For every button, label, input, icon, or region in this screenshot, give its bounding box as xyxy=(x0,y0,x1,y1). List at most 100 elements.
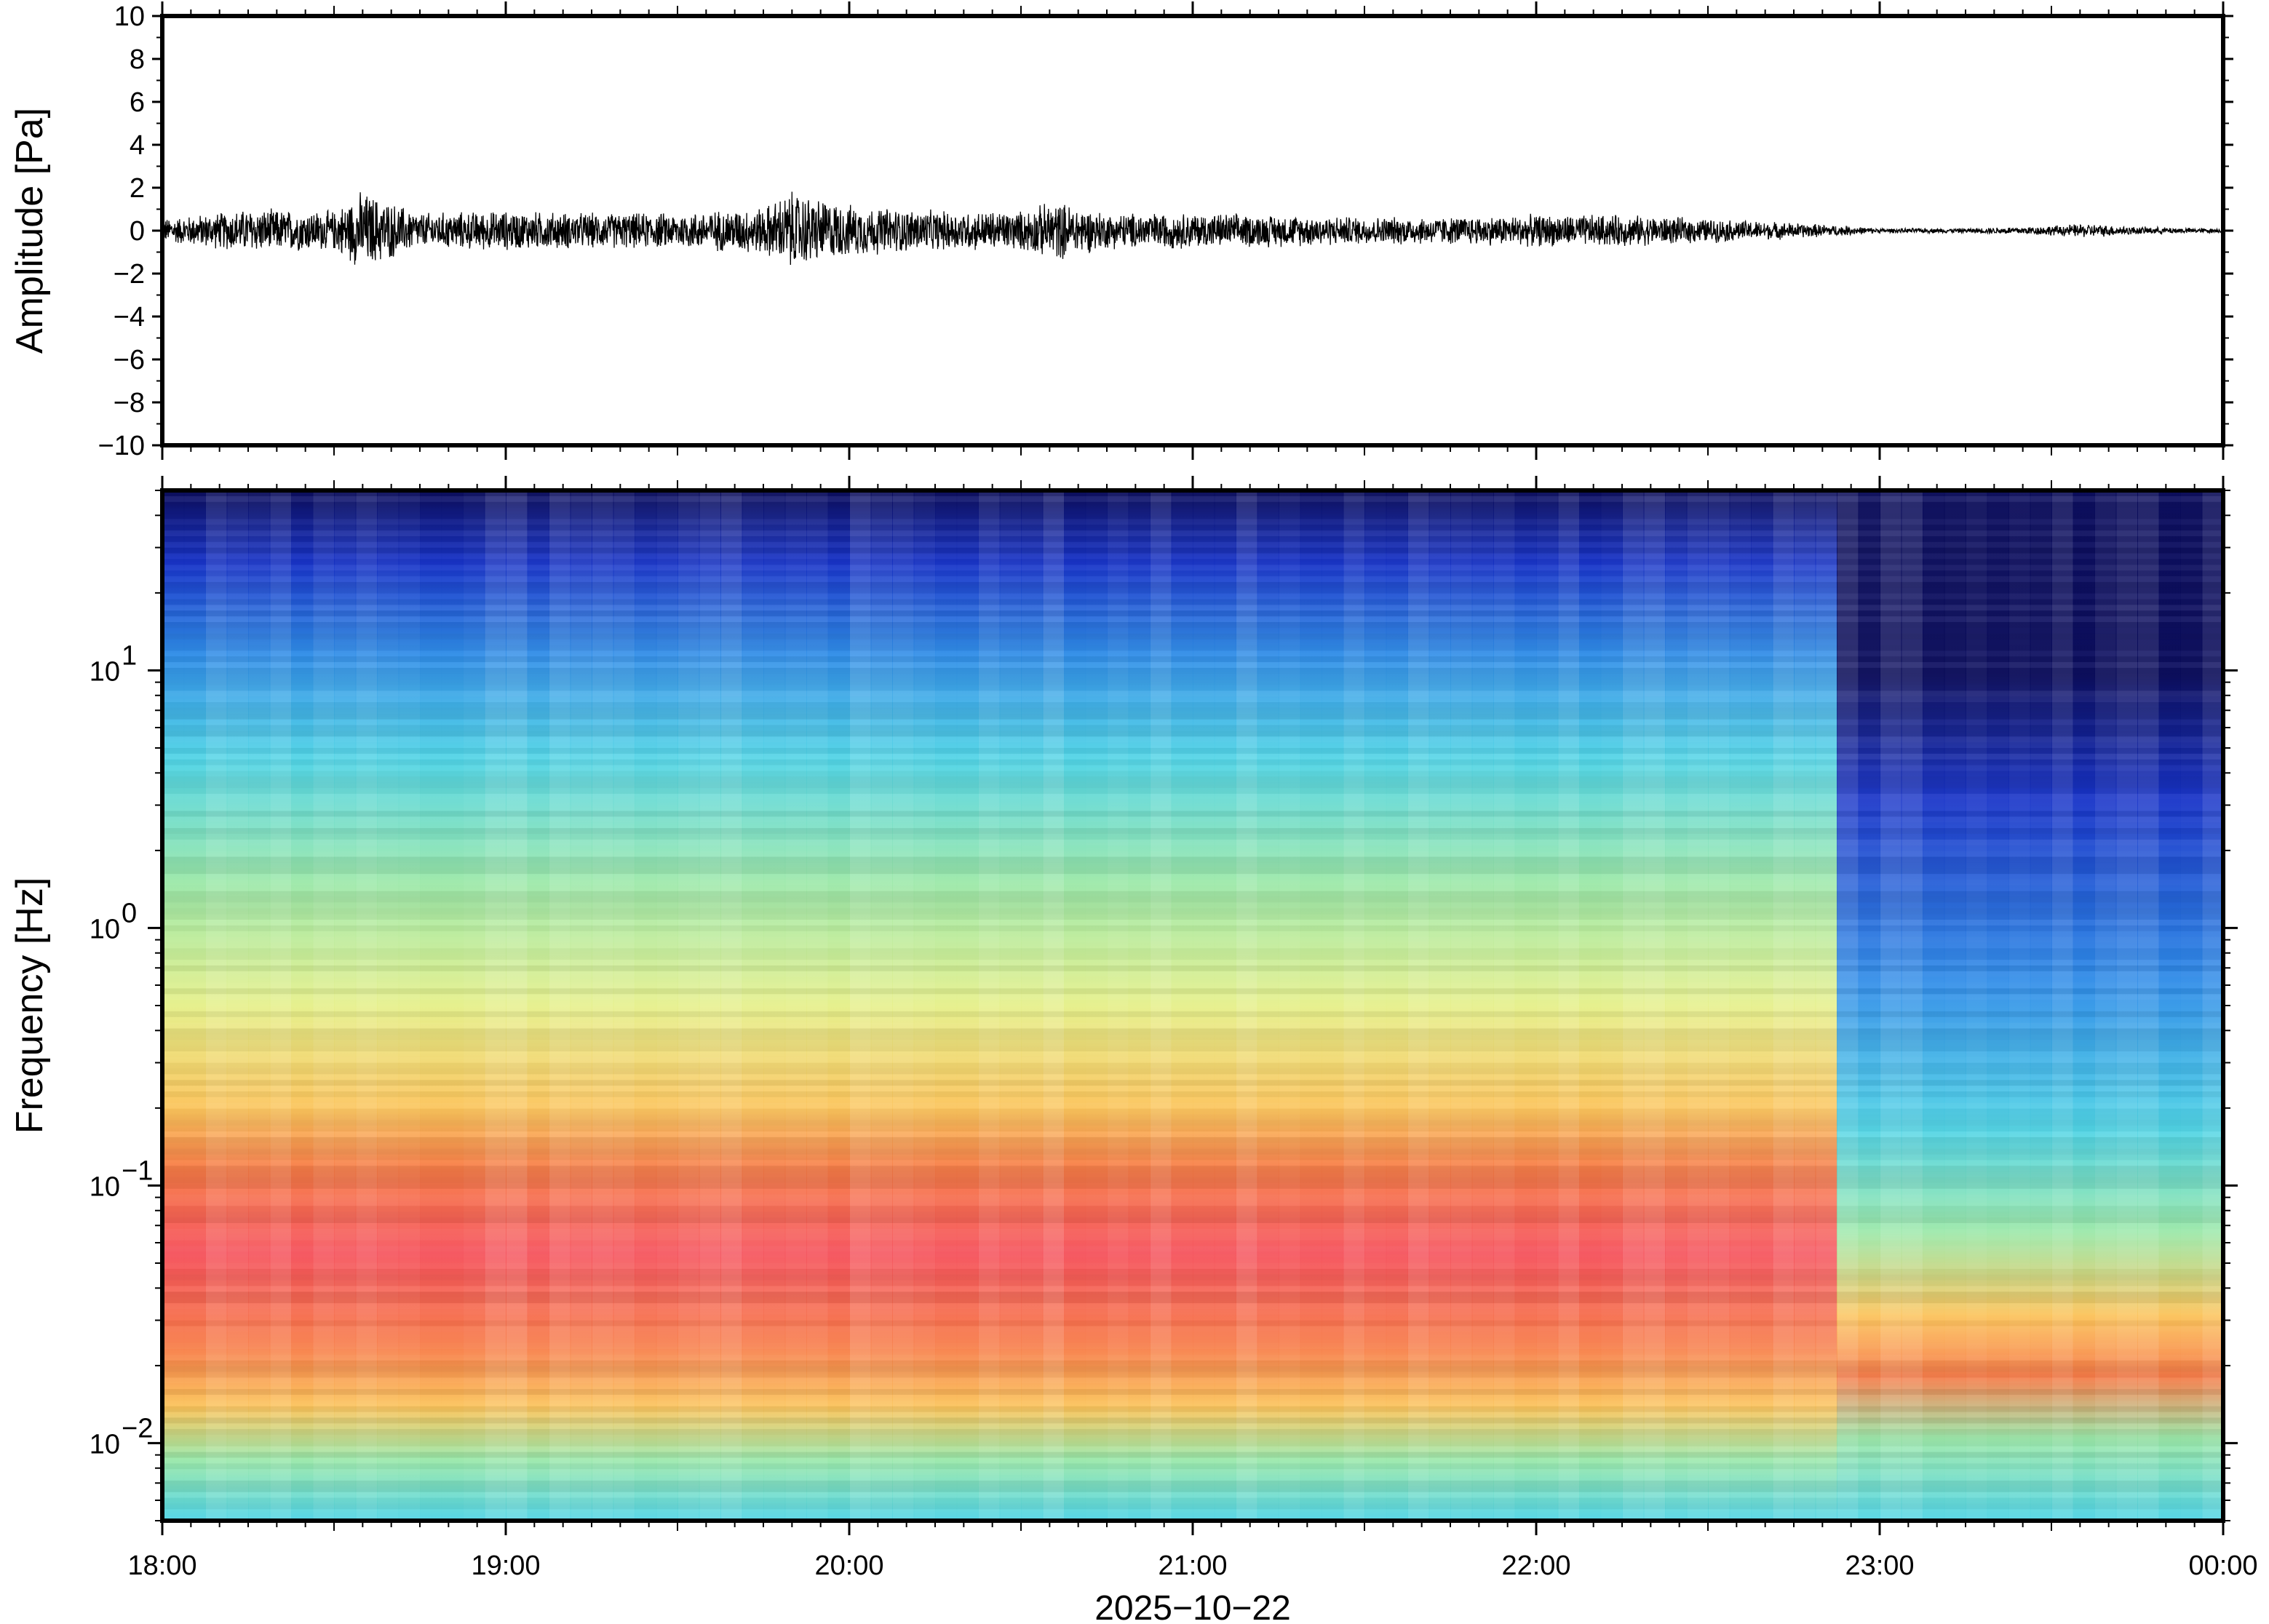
spectrogram-texture-band xyxy=(162,1452,2223,1458)
spectrogram-texture-band xyxy=(162,816,2223,823)
spectrogram-texture-band xyxy=(162,834,2223,840)
spectrogram-texture-band xyxy=(162,1028,2223,1035)
frequency-y-tick-exponent: 1 xyxy=(122,640,137,671)
spectrogram-texture-band xyxy=(162,547,2223,554)
spectrogram-texture-band xyxy=(162,1022,2223,1029)
spectrogram-texture-band xyxy=(162,1274,2223,1281)
spectrogram-texture-band xyxy=(162,879,2223,885)
spectrogram-texture-band xyxy=(162,1177,2223,1183)
spectrogram-texture-band xyxy=(162,994,2223,1000)
spectrogram-texture-band xyxy=(162,1457,2223,1464)
spectrogram-texture-band xyxy=(162,982,2223,989)
spectrogram-texture-band xyxy=(162,554,2223,560)
spectrogram-column xyxy=(1300,490,1322,1521)
spectrogram-column xyxy=(1107,490,1129,1521)
spectrogram-texture-band xyxy=(162,679,2223,685)
spectrogram-texture-band xyxy=(162,673,2223,680)
spectrogram-texture-band xyxy=(162,1063,2223,1069)
spectrogram-column xyxy=(527,490,549,1521)
spectrogram-texture-band xyxy=(162,1034,2223,1040)
spectrogram-column xyxy=(355,490,378,1521)
amplitude-y-tick-label: 6 xyxy=(130,87,145,118)
spectrogram-texture-band xyxy=(162,662,2223,668)
spectrogram-texture-band xyxy=(162,1412,2223,1418)
spectrogram-texture-band xyxy=(162,1281,2223,1286)
spectrogram-column xyxy=(1944,490,1966,1521)
spectrogram-column xyxy=(1042,490,1065,1521)
spectrogram-texture-band xyxy=(162,782,2223,789)
spectrogram-column xyxy=(1428,490,1451,1521)
spectrogram-texture-band xyxy=(162,1046,2223,1051)
spectrogram-texture-band xyxy=(162,720,2223,725)
spectrogram-column xyxy=(742,490,764,1521)
amplitude-waveform-line xyxy=(162,191,2224,266)
spectrogram-texture-band xyxy=(162,845,2223,851)
spectrogram-column xyxy=(1600,490,1623,1521)
spectrogram-column xyxy=(1987,490,2009,1521)
spectrogram-texture-band xyxy=(162,1446,2223,1452)
spectrogram-texture-band xyxy=(162,1097,2223,1103)
spectrogram-texture-band xyxy=(162,925,2223,931)
spectrogram-column xyxy=(1493,490,1516,1521)
spectrogram-texture-band xyxy=(162,594,2223,600)
frequency-y-tick-label: 10 xyxy=(90,656,120,687)
frequency-y-tick-label: 10 xyxy=(90,1171,120,1202)
spectrogram-texture-band xyxy=(162,1469,2223,1476)
spectrogram-column xyxy=(1214,490,1236,1521)
spectrogram-column xyxy=(2158,490,2181,1521)
spectrogram-texture-band xyxy=(162,1234,2223,1241)
spectrogram-texture-band xyxy=(162,1480,2223,1486)
spectrogram-column xyxy=(291,490,314,1521)
spectrogram-column xyxy=(549,490,571,1521)
spectrogram-texture-band xyxy=(162,908,2223,915)
spectrogram-texture-band xyxy=(162,570,2223,576)
spectrogram-column xyxy=(1085,490,1108,1521)
spectrogram-column xyxy=(1837,490,1859,1521)
spectrogram-texture-band xyxy=(162,1337,2223,1344)
spectrogram-column xyxy=(420,490,442,1521)
spectrogram-texture-band xyxy=(162,753,2223,760)
spectrogram-texture-band xyxy=(162,1498,2223,1504)
spectrogram-texture-band xyxy=(162,536,2223,542)
spectrogram-column xyxy=(1064,490,1086,1521)
spectrogram-column xyxy=(1257,490,1279,1521)
spectrogram-column xyxy=(377,490,400,1521)
time-x-ticks: 18:00 19:00 20:00 21:00 22:00 23:00 00:00 xyxy=(127,476,2258,1581)
spectrogram-texture-band xyxy=(162,1011,2223,1017)
frequency-y-tick-label: 10 xyxy=(90,914,120,944)
spectrogram-column xyxy=(1708,490,1730,1521)
spectrogram-column xyxy=(1966,490,1988,1521)
spectrogram-column xyxy=(999,490,1022,1521)
spectrogram-column xyxy=(2137,490,2160,1521)
spectrogram-column xyxy=(849,490,872,1521)
spectrogram-column xyxy=(1751,490,1773,1521)
spectrogram-texture-band xyxy=(162,736,2223,743)
spectrogram-texture-band xyxy=(162,1441,2223,1446)
spectrogram-column xyxy=(2201,490,2223,1521)
spectrogram-texture-band xyxy=(162,587,2223,594)
spectrogram-texture-band xyxy=(162,1000,2223,1006)
spectrogram-texture-band xyxy=(162,1109,2223,1115)
spectrogram-texture-band xyxy=(162,1120,2223,1126)
spectrogram-texture-band xyxy=(162,1040,2223,1046)
spectrogram-texture-band xyxy=(162,1160,2223,1166)
spectrogram-column xyxy=(334,490,357,1521)
spectrogram-column xyxy=(2030,490,2052,1521)
spectrogram-texture-band xyxy=(162,1102,2223,1109)
amplitude-y-tick-label: 8 xyxy=(130,44,145,75)
spectrogram-texture-band xyxy=(162,1155,2223,1161)
spectrogram-texture-band xyxy=(162,1486,2223,1492)
amplitude-y-tick-label: −2 xyxy=(114,259,145,290)
spectrogram-texture-band xyxy=(162,948,2223,954)
spectrogram-column xyxy=(183,490,206,1521)
date-label: 2025−10−22 xyxy=(1094,1589,1291,1624)
spectrogram-texture-band xyxy=(162,501,2223,508)
spectrogram-texture-band xyxy=(162,667,2223,674)
spectrogram-texture-band xyxy=(162,902,2223,908)
spectrogram-texture-band xyxy=(162,1286,2223,1292)
spectrogram-column xyxy=(956,490,979,1521)
spectrogram-texture-band xyxy=(162,1492,2223,1498)
spectrogram-texture-band xyxy=(162,621,2223,628)
spectrogram-texture-band xyxy=(162,640,2223,645)
spectrogram-column xyxy=(1665,490,1688,1521)
